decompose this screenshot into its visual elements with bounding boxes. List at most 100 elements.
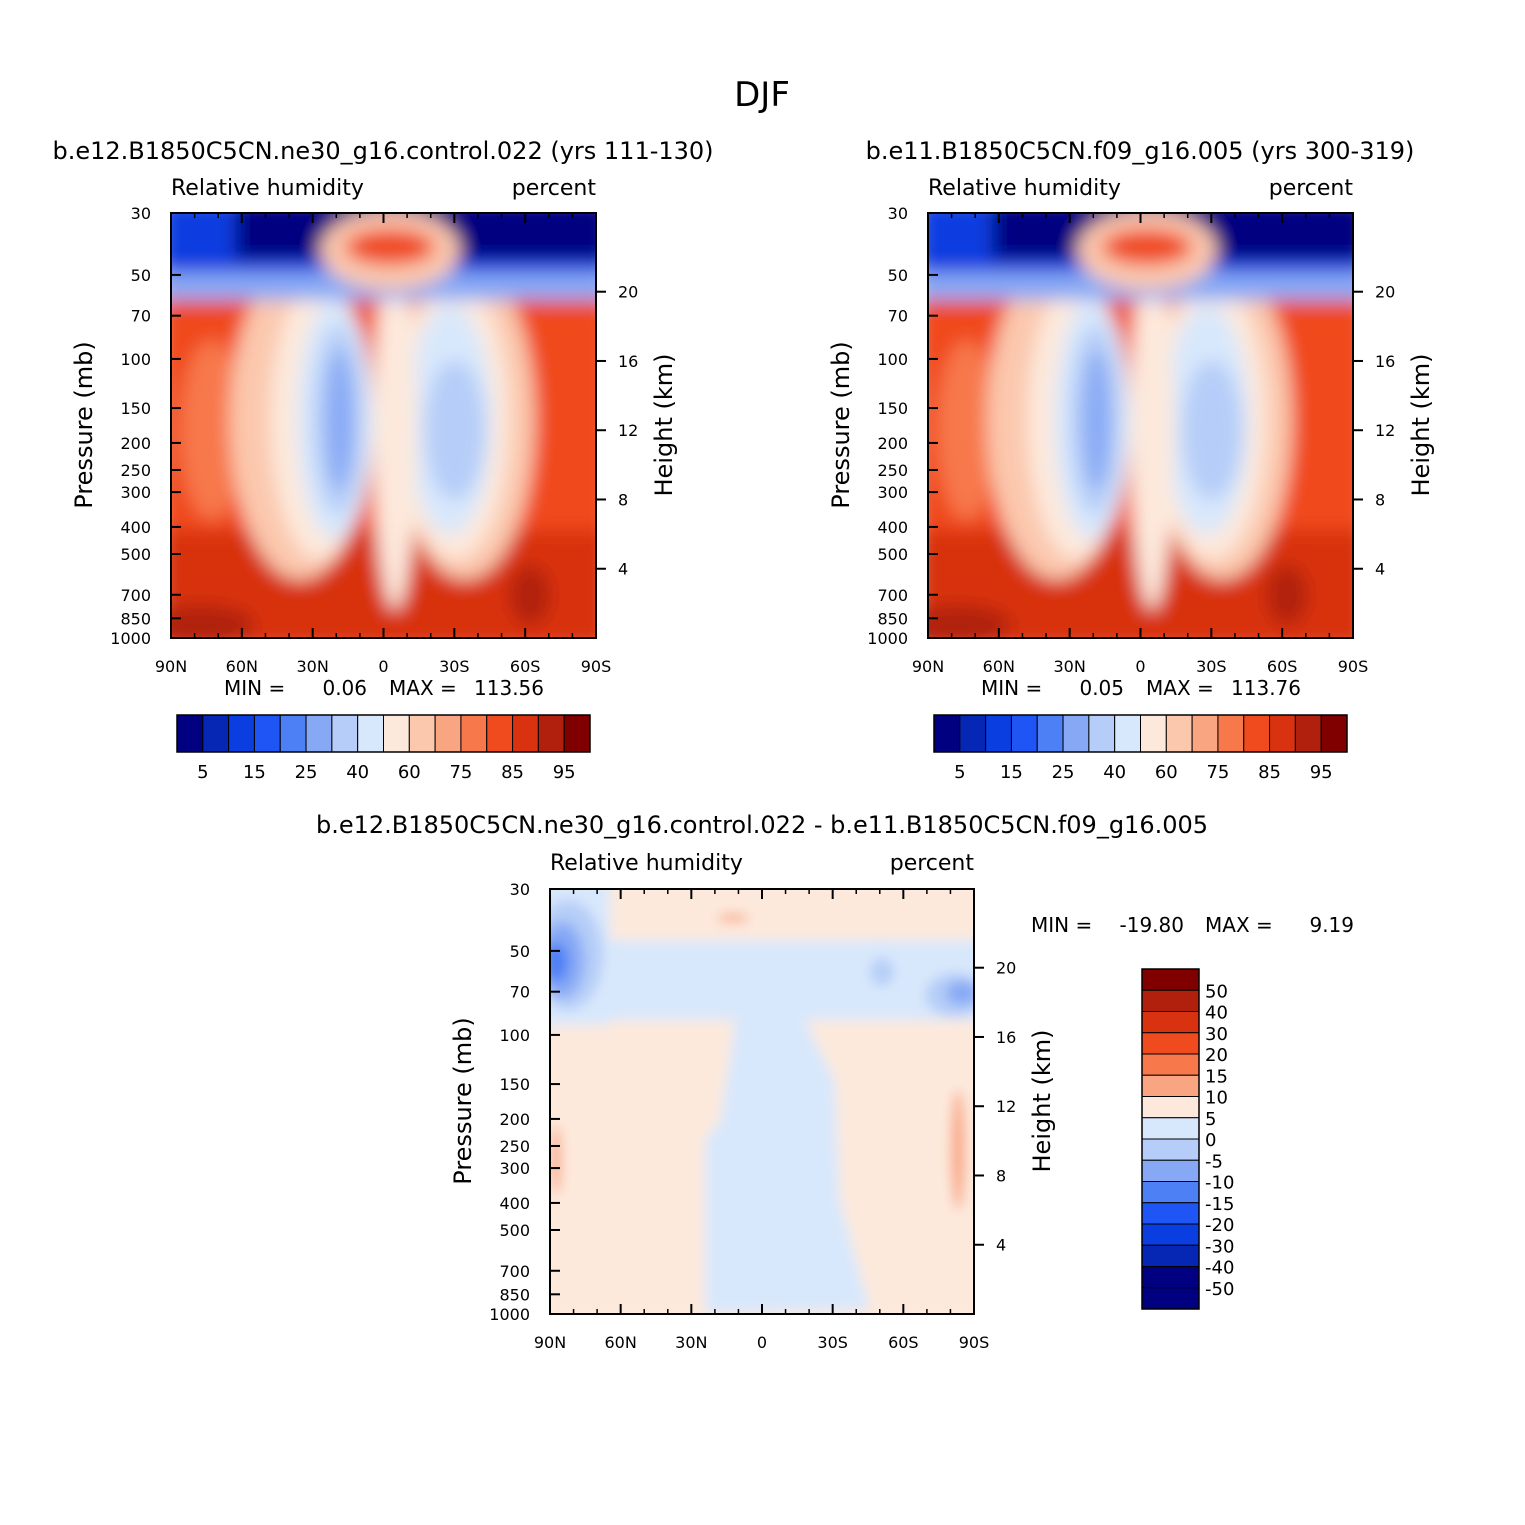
y-tick-label: 850 [499, 1285, 530, 1304]
colorbar-box [1141, 968, 1200, 991]
field-dry-s-2 [1182, 360, 1242, 500]
y2-tick-label: 8 [1375, 490, 1385, 509]
variable-label: Relative humidity [928, 176, 1121, 201]
colorbar-label: 75 [449, 762, 472, 783]
colorbar-label: -30 [1205, 1236, 1234, 1257]
y-tick-label: 30 [131, 204, 151, 223]
contour-field [171, 213, 596, 638]
y2-axis-label: Height (km) [1028, 1030, 1056, 1173]
panel-model-1: b.e12.B1850C5CN.ne30_g16.control.022 (yr… [52, 137, 713, 783]
panel-title: b.e12.B1850C5CN.ne30_g16.control.022 (yr… [52, 137, 713, 165]
x-tick-label: 30N [1054, 657, 1086, 676]
y-tick-label: 1000 [867, 629, 908, 648]
y2-tick-label: 16 [618, 352, 638, 371]
y-tick-label: 200 [499, 1110, 530, 1129]
y-tick-label: 50 [510, 942, 530, 961]
colorbar-box [331, 714, 359, 753]
x-tick-label: 30S [439, 657, 470, 676]
max-value: 113.56 [474, 676, 544, 700]
contour-field [928, 213, 1353, 638]
y2-tick-label: 12 [1375, 421, 1395, 440]
min-value: -19.80 [1120, 913, 1184, 937]
colorbar-box [176, 714, 204, 753]
colorbar-frame [1141, 968, 1200, 1310]
x-tick-label: 0 [1135, 657, 1145, 676]
colorbar-box [486, 714, 514, 753]
colorbar-label: 15 [1205, 1066, 1228, 1087]
field-tropopause-moist-2 [345, 229, 435, 265]
colorbar-box [357, 714, 384, 753]
colorbar-box [1320, 714, 1348, 753]
page-title: DJF [734, 75, 790, 115]
colorbar-box [202, 714, 230, 753]
y-tick-label: 300 [499, 1159, 530, 1178]
colorbar-label: 50 [1205, 981, 1228, 1002]
y-tick-label: 400 [120, 518, 151, 537]
y2-tick-label: 8 [618, 490, 628, 509]
y2-tick-label: 16 [996, 1028, 1016, 1047]
y2-axis-label: Height (km) [650, 354, 678, 497]
colorbar-box [1165, 714, 1193, 753]
colorbar-box [1191, 714, 1219, 753]
x-tick-label: 90N [534, 1333, 566, 1352]
colorbar-box [1141, 1159, 1200, 1182]
colorbar-label: 0 [1205, 1130, 1216, 1151]
colorbar-box [985, 714, 1012, 753]
y-tick-label: 400 [877, 518, 908, 537]
colorbar-box [512, 714, 539, 753]
y-tick-label: 30 [888, 204, 908, 223]
colorbar-box [408, 714, 436, 753]
colorbar-box [1140, 714, 1167, 753]
contour-field [550, 889, 974, 1314]
y2-tick-label: 4 [996, 1236, 1006, 1255]
field-surface-max-s [1267, 565, 1307, 625]
field-tropo-pos [717, 914, 749, 922]
colorbar-label: 40 [1205, 1003, 1228, 1024]
colorbar-label: -40 [1205, 1258, 1234, 1279]
y-tick-label: 250 [499, 1137, 530, 1156]
colorbar-box [460, 714, 488, 753]
colorbar-label: 5 [197, 762, 208, 783]
variable-label: Relative humidity [171, 176, 364, 201]
y2-tick-label: 20 [618, 283, 638, 302]
field-mid-lat-moist-n [180, 340, 244, 520]
colorbar-box [1062, 714, 1090, 753]
colorbar-box [1141, 1138, 1200, 1161]
y-tick-label: 1000 [489, 1305, 530, 1324]
colorbar-label: 95 [1310, 762, 1333, 783]
field-surface-max [928, 605, 1012, 638]
y-tick-label: 150 [877, 399, 908, 418]
x-tick-label: 60N [983, 657, 1015, 676]
y2-tick-label: 4 [1375, 560, 1385, 579]
colorbar-label: 40 [1103, 762, 1126, 783]
colorbar-box [1141, 1011, 1200, 1034]
colorbar-label: 5 [954, 762, 965, 783]
colorbar-box [563, 714, 591, 753]
max-label: MAX = [1205, 913, 1273, 937]
field-surface-max [171, 605, 255, 638]
y-tick-label: 250 [120, 461, 151, 480]
y-axis-label: Pressure (mb) [70, 341, 98, 508]
y-tick-label: 100 [120, 350, 151, 369]
panel-difference: b.e12.B1850C5CN.ne30_g16.control.022 - b… [316, 811, 1354, 1352]
colorbar-box [1141, 1053, 1200, 1076]
y2-tick-label: 16 [1375, 352, 1395, 371]
colorbar-box [1036, 714, 1064, 753]
y-tick-label: 200 [877, 434, 908, 453]
colorbar-box [1141, 1223, 1200, 1246]
colorbar: 5 15 25 40 60 75 85 95 [933, 714, 1348, 783]
max-value: 9.19 [1309, 913, 1354, 937]
field-dry-s-2 [425, 360, 485, 500]
units-label: percent [890, 851, 975, 876]
field-mid-s-neg [870, 958, 894, 986]
x-tick-label: 0 [378, 657, 388, 676]
colorbar-label: 10 [1205, 1088, 1228, 1109]
variable-label: Relative humidity [550, 851, 743, 876]
y2-tick-label: 4 [618, 560, 628, 579]
y-tick-label: 500 [499, 1221, 530, 1240]
colorbar-label: -20 [1205, 1215, 1234, 1236]
min-label: MIN = [1031, 913, 1092, 937]
y-tick-label: 850 [877, 609, 908, 628]
colorbar-label: 15 [1000, 762, 1023, 783]
